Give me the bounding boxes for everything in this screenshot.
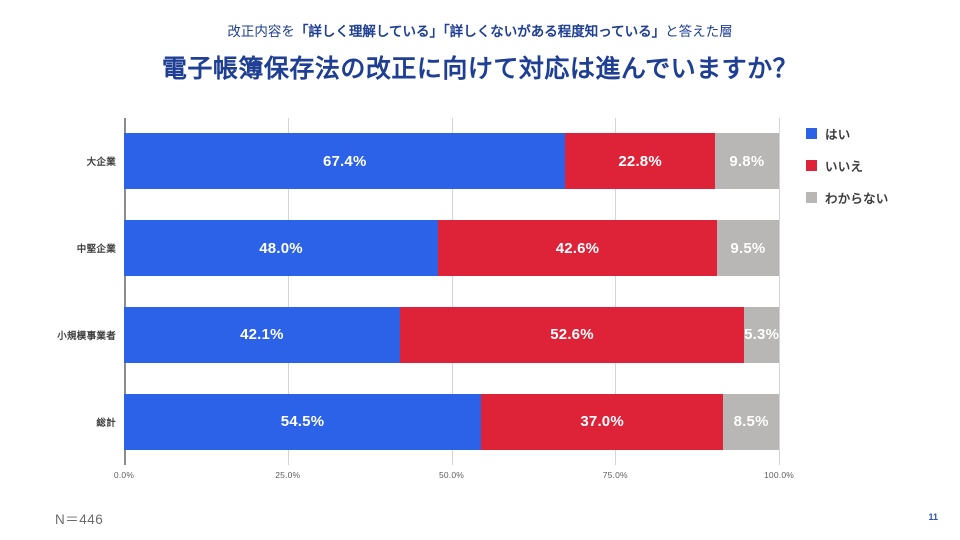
bar-segment[interactable]: 22.8% — [565, 133, 715, 190]
bar-segment-label: 5.3% — [744, 326, 780, 344]
legend-label: いいえ — [825, 159, 864, 174]
chart-subtitle: 改正内容を「詳しく理解している」「詳しくないがある程度知っている」と答えた層 — [0, 23, 960, 40]
stacked-bar-chart: 0.0% 25.0% 50.0% 75.0% 100.0% 大企業 67.4% 22.8% 9.… — [0, 100, 960, 500]
y-axis-line — [124, 118, 126, 465]
category-label: 大企業 — [86, 157, 116, 169]
chart-legend: はいいいえわからない — [806, 118, 946, 214]
bar-segment-label: 48.0% — [259, 239, 303, 257]
bar-segment[interactable]: 54.5% — [124, 393, 481, 450]
bar-segment[interactable]: 42.6% — [438, 220, 717, 277]
legend-swatch-icon — [806, 159, 817, 171]
bar-row[interactable]: 67.4% 22.8% 9.8% — [124, 133, 779, 190]
chart-subtitle-part: と答えた層 — [665, 24, 733, 39]
legend-item[interactable]: はい — [806, 118, 946, 148]
bar-segment[interactable]: 42.1% — [124, 306, 400, 363]
gridline — [615, 118, 617, 465]
bar-row[interactable]: 42.1% 52.6% 5.3% — [124, 306, 780, 363]
page-number: 11 — [928, 512, 938, 522]
bar-segment-label: 54.5% — [280, 413, 325, 431]
chart-title: 電子帳簿保存法の改正に向けて対応は進んでいますか？ — [161, 55, 799, 83]
bar-segment-label: 9.8% — [729, 152, 765, 170]
bar-segment[interactable]: 37.0% — [480, 393, 724, 450]
bar-segment-label: 67.4% — [322, 152, 367, 170]
chart-subtitle-part: 「詳しく理解している」「詳しくないがある程度知っている」 — [294, 24, 666, 39]
gridline — [451, 118, 453, 465]
bar-segment[interactable]: 52.6% — [399, 306, 745, 363]
x-axis-tick-label: 100.0% — [763, 470, 795, 480]
x-axis-tick-label: 25.0% — [275, 470, 301, 480]
bar-segment[interactable]: 9.8% — [714, 133, 779, 190]
x-axis-tick-label: 50.0% — [438, 470, 465, 480]
bar-segment-label: 42.6% — [555, 239, 600, 257]
bar-segment[interactable]: 5.3% — [744, 306, 780, 363]
bar-segment[interactable]: 67.4% — [124, 133, 566, 190]
bar-segment[interactable]: 9.5% — [716, 220, 779, 277]
gridline — [287, 118, 289, 465]
x-axis-tick-label: 0.0% — [113, 470, 135, 480]
bar-segment-label: 37.0% — [580, 413, 624, 431]
legend-swatch-icon — [806, 127, 817, 139]
legend-item[interactable]: いいえ — [806, 150, 946, 180]
bar-segment[interactable]: 8.5% — [723, 393, 779, 450]
legend-item[interactable]: わからない — [806, 182, 946, 212]
legend-label: はい — [825, 127, 851, 142]
bar-segment-label: 9.5% — [730, 239, 766, 257]
bar-segment-label: 52.6% — [550, 326, 594, 344]
bar-row[interactable]: 54.5% 37.0% 8.5% — [124, 393, 779, 450]
bar-segment-label: 22.8% — [618, 152, 662, 170]
bar-segment[interactable]: 48.0% — [124, 220, 439, 277]
bar-segment-label: 42.1% — [240, 326, 284, 344]
sample-size-note: N＝446 — [55, 512, 104, 527]
category-label: 小規模事業者 — [57, 330, 116, 342]
bar-segment-label: 8.5% — [733, 413, 769, 431]
gridline — [779, 118, 780, 465]
category-label: 総計 — [96, 417, 116, 429]
chart-subtitle-part: 改正内容を — [227, 24, 295, 39]
x-axis-tick-label: 75.0% — [602, 470, 628, 480]
legend-swatch-icon — [806, 191, 817, 203]
legend-label: わからない — [825, 191, 889, 206]
bar-row[interactable]: 48.0% 42.6% 9.5% — [124, 220, 779, 277]
plot-area: 0.0% 25.0% 50.0% 75.0% 100.0% 大企業 67.4% 22.8% 9.… — [57, 118, 794, 480]
category-label: 中堅企業 — [76, 244, 116, 256]
